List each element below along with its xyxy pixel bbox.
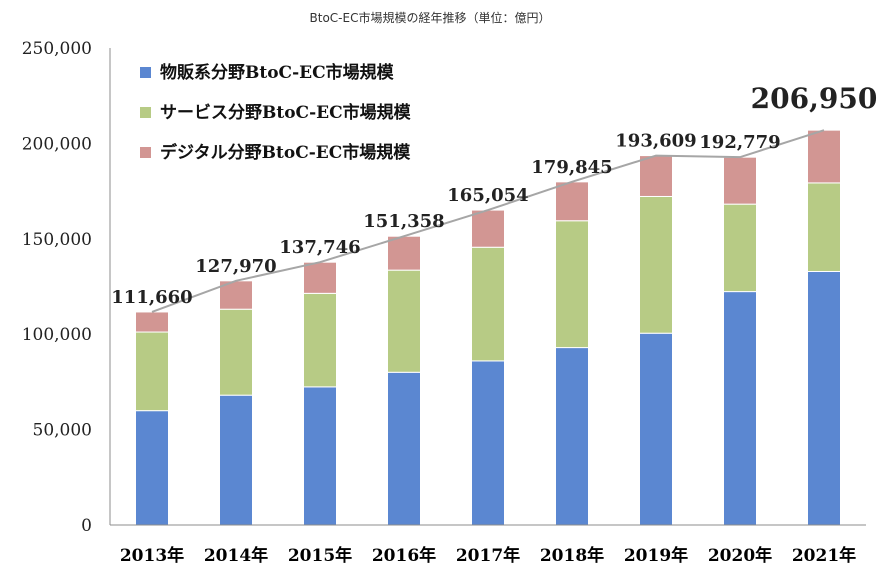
total-label: 193,609: [615, 131, 696, 152]
legend-swatch: [140, 107, 151, 118]
x-tick-label: 2013年: [120, 545, 184, 566]
bar-segment-1: [723, 291, 757, 526]
x-tick-label: 2016年: [372, 545, 436, 566]
legend-label: 物販系分野BtoC-EC市場規模: [160, 62, 395, 83]
y-tick-label: 250,000: [22, 39, 92, 59]
y-axis: 0 50,000 100,000 150,000 200,000 250,000: [22, 39, 111, 536]
x-tick-label: 2018年: [540, 545, 604, 566]
bar-segment-2: [471, 246, 505, 362]
total-label: 111,660: [111, 287, 192, 308]
legend-label: サービス分野BtoC-EC市場規模: [160, 102, 412, 123]
legend: 物販系分野BtoC-EC市場規模サービス分野BtoC-EC市場規模デジタル分野B…: [140, 62, 412, 163]
total-labels: 111,660127,970137,746151,358165,054179,8…: [111, 82, 877, 308]
bar-segment-3: [135, 311, 169, 333]
x-tick-label: 2020年: [708, 545, 772, 566]
bar-segment-2: [807, 182, 841, 272]
bar-segment-1: [555, 347, 589, 526]
bar-segment-1: [807, 270, 841, 526]
bar-segment-2: [387, 269, 421, 373]
y-tick-label: 200,000: [22, 134, 92, 154]
bars: [135, 129, 841, 526]
x-axis: 2013年 2014年 2015年 2016年 2017年 2018年 2019年 2020年…: [110, 524, 866, 566]
x-tick-label: 2021年: [792, 545, 856, 566]
total-label: 137,746: [279, 237, 360, 258]
bar-segment-1: [387, 371, 421, 526]
total-label: 127,970: [195, 256, 276, 277]
y-tick-label: 100,000: [22, 325, 92, 345]
bar-segment-2: [135, 331, 169, 412]
bar-segment-3: [303, 261, 337, 294]
x-tick-label: 2019年: [624, 545, 688, 566]
bar-segment-1: [135, 410, 169, 526]
bar-segment-1: [639, 332, 673, 526]
legend-label: デジタル分野BtoC-EC市場規模: [160, 142, 411, 163]
bar-segment-3: [639, 155, 673, 197]
chart-title: BtoC-EC市場規模の経年推移（単位：億円）: [310, 10, 551, 25]
bar-segment-3: [555, 181, 589, 222]
bar-segment-2: [303, 292, 337, 388]
total-label: 151,358: [363, 211, 444, 232]
total-trend-line: [151, 129, 825, 313]
y-tick-label: 0: [81, 516, 92, 536]
y-tick-label: 150,000: [22, 230, 92, 250]
legend-swatch: [140, 147, 151, 158]
bar-segment-3: [387, 235, 421, 271]
bar-segment-1: [303, 386, 337, 526]
bar-segment-2: [723, 203, 757, 293]
total-label: 179,845: [531, 157, 612, 178]
legend-swatch: [140, 67, 151, 78]
x-tick-label: 2014年: [204, 545, 268, 566]
bar-segment-2: [555, 220, 589, 349]
bar-segment-1: [219, 394, 253, 526]
y-tick-label: 50,000: [33, 421, 92, 441]
total-label: 165,054: [447, 185, 528, 206]
total-label: 206,950: [751, 82, 878, 115]
bar-segment-3: [723, 156, 757, 205]
bar-segment-3: [807, 129, 841, 184]
bar-segment-1: [471, 360, 505, 526]
bar-segment-3: [471, 209, 505, 248]
x-tick-label: 2017年: [456, 545, 520, 566]
bar-segment-2: [639, 195, 673, 334]
x-tick-label: 2015年: [288, 545, 352, 566]
total-line: [151, 129, 825, 313]
bar-segment-2: [219, 308, 253, 396]
total-label: 192,779: [699, 132, 780, 153]
